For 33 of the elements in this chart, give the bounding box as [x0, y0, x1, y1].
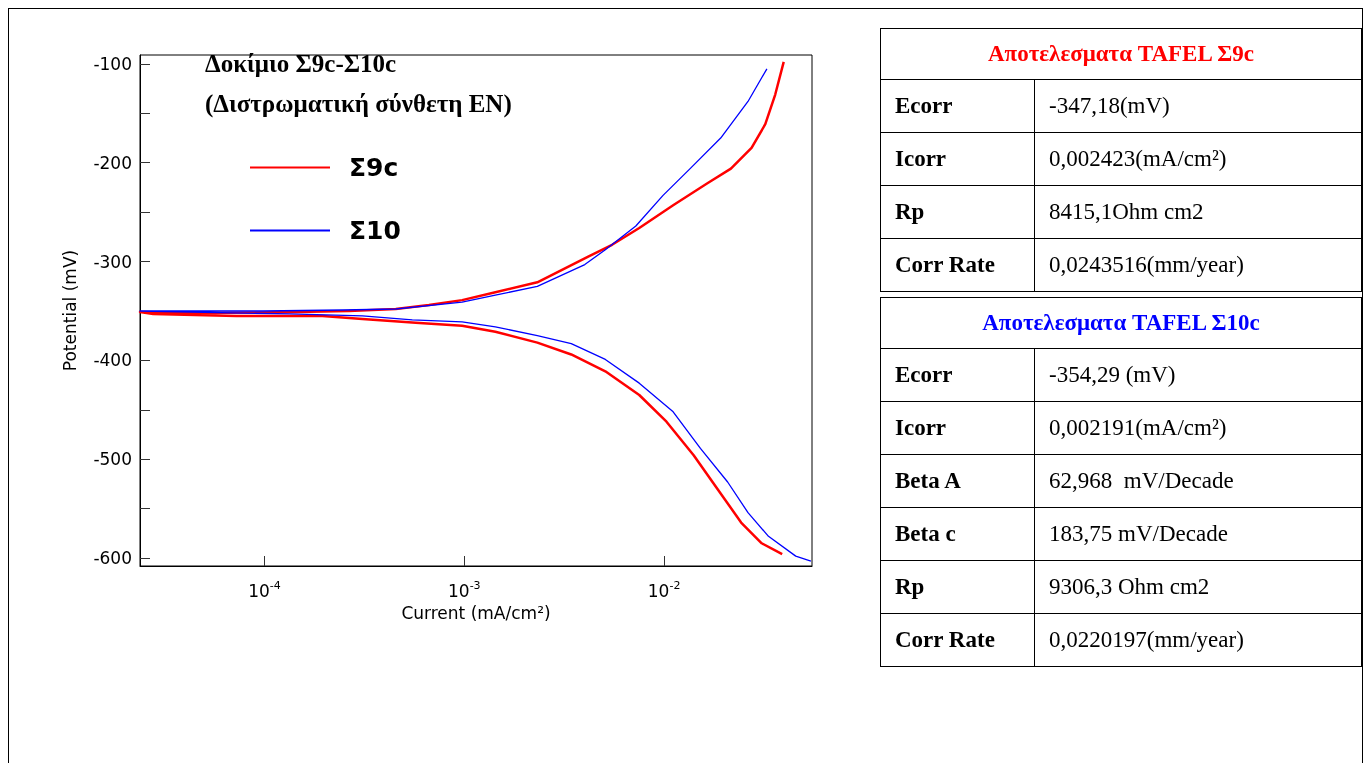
text: Icorr — [880, 401, 1035, 455]
legend-label: Σ9c — [349, 153, 399, 182]
text: Ecorr — [880, 79, 1035, 133]
text: 0,002423(mA/cm²) — [1034, 132, 1362, 186]
y-tick-label: -300 — [93, 251, 132, 272]
text: 0,002191(mA/cm²) — [1034, 401, 1362, 455]
text: -354,29 (mV) — [1034, 348, 1362, 402]
text: Beta c — [880, 507, 1035, 561]
text: 8415,1Ohm cm2 — [1034, 185, 1362, 239]
text: Ecorr — [880, 348, 1035, 402]
text: Δοκίμιο Σ9c-Σ10c (Διστρωματική σύνθετη ΕΝ) — [205, 49, 512, 118]
y-tick-label: -500 — [93, 449, 132, 470]
text: -347,18(mV) — [1034, 79, 1362, 133]
text: Icorr — [880, 132, 1035, 186]
text: Rp — [880, 185, 1035, 239]
text: Corr Rate — [880, 238, 1035, 292]
text: Αποτελεσματα TAFEL Σ10c — [880, 297, 1362, 349]
text: Αποτελεσματα TAFEL Σ9c — [880, 28, 1362, 80]
y-axis-title: Potential (mV) — [59, 249, 80, 372]
x-axis-title: Current (mA/cm²) — [401, 602, 551, 623]
text: 0,0243516(mm/year) — [1034, 238, 1362, 292]
y-tick-label: -400 — [93, 350, 132, 371]
text: Beta A — [880, 454, 1035, 508]
y-tick-label: -100 — [93, 53, 132, 74]
legend-label: Σ10 — [349, 216, 401, 245]
text: 62,968 mV/Decade — [1034, 454, 1362, 508]
text: Rp — [880, 560, 1035, 614]
text: 9306,3 Ohm cm2 — [1034, 560, 1362, 614]
text: Corr Rate — [880, 613, 1035, 667]
text: 0,0220197(mm/year) — [1034, 613, 1362, 667]
y-tick-label: -600 — [93, 548, 132, 569]
y-tick-label: -200 — [93, 152, 132, 173]
text: 183,75 mV/Decade — [1034, 507, 1362, 561]
